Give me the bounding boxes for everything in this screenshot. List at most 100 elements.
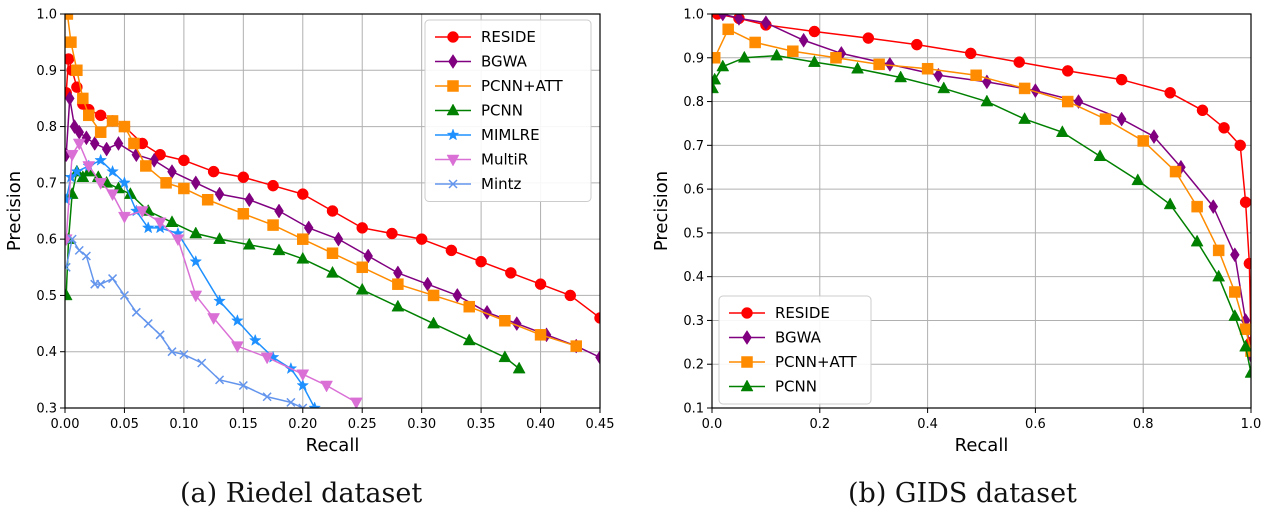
chart-0-data-point (74, 245, 84, 255)
chart-0-data-point (303, 220, 314, 236)
chart-0-legend-box (424, 19, 592, 202)
chart-0-data-point (113, 135, 124, 151)
chart-0-legend-label: RESIDE (481, 28, 536, 46)
chart-0-data-point (118, 176, 131, 189)
chart-0-data-point (356, 222, 368, 234)
chart-0-data-point (296, 369, 310, 382)
chart-0-data-point (65, 14, 74, 20)
chart-1-legend-entry: PCNN+ATT (729, 353, 858, 371)
chart-0-data-point (356, 261, 368, 274)
chart-1-x-tick-label: 0.6 (1025, 417, 1046, 432)
chart-0-data-point (82, 161, 96, 173)
chart-0-data-point (119, 290, 129, 300)
chart-1-data-point (1093, 149, 1107, 162)
chart-1-data-point (734, 14, 744, 26)
chart-1-data-point (1190, 234, 1204, 247)
chart-0-data-point (118, 211, 131, 224)
chart-0-legend-entry: Mintz (435, 175, 521, 193)
chart-0-series-line (65, 159, 316, 408)
chart-0-data-point (106, 189, 119, 202)
chart-1-data-point (1137, 135, 1149, 147)
chart-0-data-point (143, 319, 153, 329)
chart-1-data-point (712, 72, 722, 85)
chart-1-data-point (851, 61, 864, 74)
chart-1-data-point (1239, 196, 1251, 208)
chart-0-data-point (213, 294, 226, 307)
chart-0-y-tick-label: 0.4 (36, 345, 57, 360)
chart-0-data-point (65, 90, 75, 106)
chart-1-data-point (1061, 65, 1074, 77)
chart-0-data-point (167, 347, 177, 357)
chart-1-series-line (712, 54, 1251, 374)
chart-0-legend: RESIDE BGWA PCNN+ATT PCNN MIMLRE MultiR Mintz (424, 19, 592, 202)
chart-0-y-tick-label: 0.3 (36, 402, 57, 417)
chart-0-series-mintz (65, 234, 308, 408)
chart-0-series-line (65, 238, 304, 408)
chart-0-data-point (178, 154, 190, 167)
chart-1-data-point (1239, 339, 1251, 352)
chart-1-y-tick-label: 1.0 (683, 8, 704, 23)
chart-0-legend-entry: RESIDE (435, 28, 536, 46)
chart-1-x-tick-label: 0.4 (917, 417, 938, 432)
chart-0-data-point (238, 380, 248, 391)
chart-0-data-point (96, 279, 106, 289)
chart-0-data-point (155, 330, 165, 340)
chart-0-data-point (386, 227, 398, 240)
chart-0-data-point (67, 234, 77, 244)
chart-1-legend-label: PCNN (775, 378, 817, 396)
chart-0-data-point (65, 36, 77, 48)
chart-0-data-point (94, 153, 108, 166)
chart-0-legend-marker (447, 80, 459, 92)
chart-0-data-point (71, 64, 83, 77)
chart-0-data-point (101, 141, 112, 157)
chart-0-data-point (594, 312, 600, 324)
chart-0-legend-label: PCNN (481, 102, 523, 120)
chart-0-data-point (189, 254, 203, 268)
chart-0-data-point (475, 255, 487, 268)
chart-0-data-point (65, 288, 73, 301)
chart-0-data-point (83, 109, 95, 122)
chart-0-data-point (230, 314, 244, 327)
gids-pr-chart: 0.0 0.2 0.4 0.6 0.8 1.0 0.1 0.2 0.3 0.4 0.5 0.6 0.7 0… (651, 8, 1261, 457)
chart-0-data-point (445, 244, 458, 257)
chart-0-x-tick-label: 0.40 (526, 417, 555, 432)
chart-1-data-point (1061, 95, 1074, 108)
chart-0-data-point (77, 92, 89, 105)
chart-0-series-pcnn-att (65, 14, 582, 352)
chart-1-data-point (1018, 82, 1031, 95)
chart-0-data-point (242, 237, 256, 250)
chart-1-data-point (770, 48, 784, 61)
caption-riedel: (a) Riedel dataset (180, 478, 423, 509)
chart-1-y-tick-label: 0.9 (683, 51, 704, 66)
chart-1-legend-label: BGWA (775, 329, 822, 347)
chart-0-data-point (296, 378, 310, 391)
chart-1-data-point (873, 58, 885, 71)
chart-1-data-point (1115, 73, 1128, 86)
chart-0-data-point (237, 171, 250, 183)
chart-1-data-point (737, 50, 751, 63)
chart-0-data-point (349, 397, 363, 408)
chart-0-data-point (65, 262, 71, 272)
chart-0-data-point (72, 138, 86, 151)
chart-0-data-point (415, 233, 428, 245)
chart-1-data-point (921, 62, 934, 75)
chart-1-series-line (717, 14, 1251, 343)
chart-0-data-point (296, 251, 310, 264)
chart-0-x-axis-label: Recall (306, 435, 360, 456)
chart-0-data-point (499, 315, 511, 327)
chart-0-data-point (197, 358, 207, 368)
chart-1-data-point (1196, 104, 1209, 117)
chart-1-data-point (1229, 286, 1241, 298)
chart-1-series-pcnn-att (712, 23, 1251, 357)
chart-0-data-point (422, 276, 433, 292)
chart-0-data-point (272, 243, 286, 256)
chart-1-data-point (894, 70, 908, 83)
chart-0-data-point (153, 217, 167, 230)
chart-0-x-tick-label: 0.20 (288, 417, 317, 432)
chart-1-data-point (1030, 83, 1041, 99)
chart-0-axes-frame (64, 13, 601, 409)
chart-0-legend-label: MultiR (481, 151, 528, 169)
chart-0-data-point (94, 109, 107, 122)
chart-0-data-point (286, 397, 296, 407)
chart-1-data-point (964, 47, 977, 60)
